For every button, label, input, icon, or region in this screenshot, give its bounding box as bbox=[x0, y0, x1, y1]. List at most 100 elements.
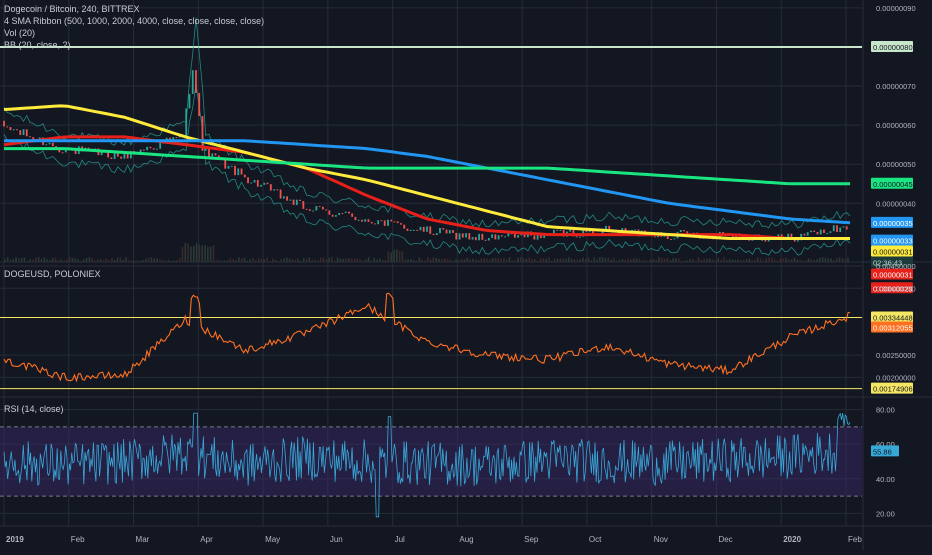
price-candle[interactable] bbox=[279, 189, 282, 199]
price-candle[interactable] bbox=[474, 237, 477, 241]
price-candle[interactable] bbox=[582, 228, 585, 237]
pane3-title[interactable]: RSI (14, close) bbox=[4, 404, 64, 414]
price-candle[interactable] bbox=[299, 199, 301, 202]
price-candle[interactable] bbox=[341, 213, 344, 215]
price-candle[interactable] bbox=[409, 229, 412, 231]
price-candle[interactable] bbox=[328, 210, 331, 215]
price-candle[interactable] bbox=[273, 189, 275, 191]
price-candle[interactable] bbox=[663, 235, 666, 237]
price-candle[interactable] bbox=[331, 214, 334, 217]
price-candle[interactable] bbox=[351, 213, 354, 217]
price-candle[interactable] bbox=[683, 229, 685, 232]
price-candle[interactable] bbox=[448, 230, 451, 234]
price-candle[interactable] bbox=[624, 228, 627, 232]
price-candle[interactable] bbox=[266, 182, 269, 185]
price-candle[interactable] bbox=[227, 165, 230, 169]
price-candle[interactable] bbox=[253, 179, 256, 183]
price-candle[interactable] bbox=[201, 115, 204, 151]
price-candle[interactable] bbox=[344, 211, 347, 214]
price-axis-label[interactable]: 0.00000035 bbox=[873, 219, 913, 228]
price-candle[interactable] bbox=[152, 148, 155, 150]
price-candle[interactable] bbox=[780, 234, 783, 239]
price-axis-label[interactable]: 02:36:43 bbox=[873, 258, 902, 267]
price-axis-label[interactable]: 0.00000033 bbox=[873, 237, 913, 246]
price-candle[interactable] bbox=[445, 229, 448, 234]
price-candle[interactable] bbox=[458, 233, 461, 240]
price-axis-label[interactable]: 0.00334448 bbox=[873, 313, 913, 322]
price-candle[interactable] bbox=[9, 127, 12, 131]
price-candle[interactable] bbox=[605, 225, 607, 231]
rsi-line[interactable] bbox=[3, 412, 851, 518]
price-candle[interactable] bbox=[455, 232, 458, 240]
price-candle[interactable] bbox=[673, 238, 676, 240]
price-candle[interactable] bbox=[234, 165, 236, 176]
price-candle[interactable] bbox=[224, 158, 227, 169]
price-candle[interactable] bbox=[357, 219, 360, 221]
price-candle[interactable] bbox=[569, 229, 572, 232]
price-candle[interactable] bbox=[426, 226, 428, 232]
price-candle[interactable] bbox=[32, 137, 35, 140]
price-candle[interactable] bbox=[74, 148, 77, 154]
price-candle[interactable] bbox=[188, 93, 191, 109]
price-candle[interactable] bbox=[608, 225, 611, 230]
price-candle[interactable] bbox=[513, 233, 516, 238]
price-candle[interactable] bbox=[16, 129, 18, 131]
price-candle[interactable] bbox=[361, 219, 363, 222]
price-candle[interactable] bbox=[819, 229, 822, 235]
price-candle[interactable] bbox=[396, 221, 399, 224]
price-candle[interactable] bbox=[64, 149, 67, 153]
price-candle[interactable] bbox=[383, 220, 386, 226]
price-candle[interactable] bbox=[634, 229, 637, 231]
price-candle[interactable] bbox=[61, 152, 64, 154]
price-candle[interactable] bbox=[208, 148, 210, 157]
price-candle[interactable] bbox=[295, 199, 298, 205]
price-candle[interactable] bbox=[520, 234, 523, 236]
price-candle[interactable] bbox=[507, 233, 510, 237]
price-candle[interactable] bbox=[308, 209, 311, 211]
price-candle[interactable] bbox=[839, 227, 842, 232]
price-candle[interactable] bbox=[377, 220, 380, 225]
price-candle[interactable] bbox=[523, 234, 526, 238]
price-candle[interactable] bbox=[553, 229, 555, 234]
price-candle[interactable] bbox=[435, 233, 438, 236]
price-candle[interactable] bbox=[367, 219, 370, 222]
bollinger-lower[interactable] bbox=[3, 83, 851, 256]
price-candle[interactable] bbox=[670, 239, 672, 241]
price-candle[interactable] bbox=[256, 179, 259, 187]
price-candle[interactable] bbox=[416, 229, 419, 231]
price-candle[interactable] bbox=[478, 233, 480, 241]
price-candle[interactable] bbox=[230, 165, 233, 167]
price-candle[interactable] bbox=[679, 229, 682, 232]
price-axis-label[interactable]: 0.00312055 bbox=[873, 323, 913, 332]
price-axis-label[interactable]: 0.00174906 bbox=[873, 385, 913, 394]
price-candle[interactable] bbox=[374, 223, 376, 225]
price-candle[interactable] bbox=[123, 151, 126, 159]
price-candle[interactable] bbox=[790, 233, 793, 238]
price-candle[interactable] bbox=[592, 228, 594, 234]
price-candle[interactable] bbox=[58, 149, 61, 153]
sma-2000-line[interactable] bbox=[4, 139, 851, 225]
price-candle[interactable] bbox=[559, 229, 562, 231]
price-candle[interactable] bbox=[481, 233, 484, 240]
price-candle[interactable] bbox=[334, 215, 337, 217]
price-candle[interactable] bbox=[116, 153, 119, 157]
price-candle[interactable] bbox=[468, 233, 471, 240]
price-candle[interactable] bbox=[3, 120, 5, 127]
price-candle[interactable] bbox=[175, 137, 178, 139]
price-candle[interactable] bbox=[169, 137, 171, 140]
price-candle[interactable] bbox=[500, 235, 503, 237]
price-candle[interactable] bbox=[787, 233, 790, 238]
price-candle[interactable] bbox=[543, 235, 546, 238]
pane1-title[interactable]: Dogecoin / Bitcoin, 240, BITTREX bbox=[4, 4, 140, 14]
price-candle[interactable] bbox=[403, 224, 406, 229]
price-candle[interactable] bbox=[800, 233, 803, 241]
price-candle[interactable] bbox=[504, 236, 506, 238]
price-candle[interactable] bbox=[211, 153, 214, 157]
price-candle[interactable] bbox=[113, 153, 116, 160]
pane2-title[interactable]: DOGEUSD, POLONIEX bbox=[4, 269, 101, 279]
price-candle[interactable] bbox=[413, 229, 415, 231]
price-candle[interactable] bbox=[292, 199, 295, 205]
price-candle[interactable] bbox=[810, 230, 812, 233]
price-candle[interactable] bbox=[237, 168, 240, 176]
price-candle[interactable] bbox=[536, 232, 539, 240]
